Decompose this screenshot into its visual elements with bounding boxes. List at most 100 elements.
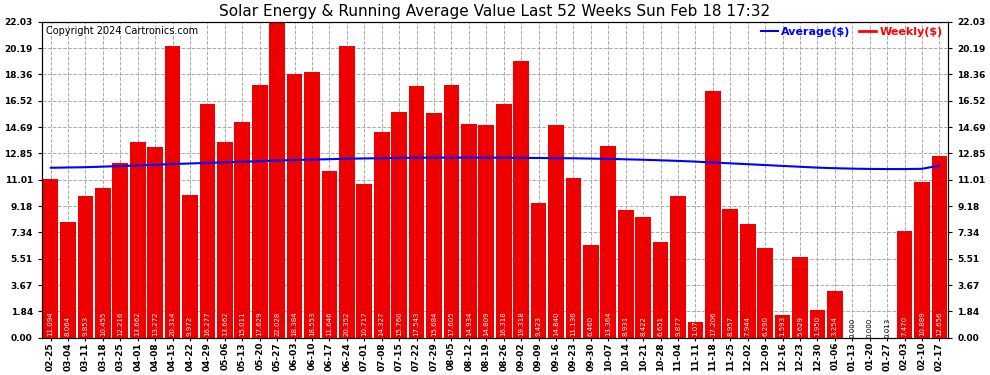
Text: 13.662: 13.662 — [135, 311, 141, 336]
Bar — [810, 310, 826, 338]
Bar — [391, 112, 407, 338]
Bar — [304, 72, 320, 338]
Text: 17.629: 17.629 — [256, 311, 262, 336]
Bar — [269, 22, 285, 338]
Text: 5.629: 5.629 — [797, 316, 803, 336]
Text: 6.460: 6.460 — [588, 315, 594, 336]
Bar — [322, 171, 338, 338]
Text: 13.272: 13.272 — [152, 311, 158, 336]
Bar — [618, 210, 634, 338]
Bar — [235, 122, 250, 338]
Text: 11.646: 11.646 — [327, 311, 333, 336]
Bar — [200, 104, 215, 338]
Text: 11.094: 11.094 — [48, 311, 53, 336]
Bar — [775, 315, 790, 338]
Bar — [60, 222, 76, 338]
Text: 1.950: 1.950 — [815, 315, 821, 336]
Bar — [164, 46, 180, 338]
Text: 14.934: 14.934 — [466, 311, 472, 336]
Bar — [652, 242, 668, 338]
Bar — [444, 85, 459, 338]
Text: 18.553: 18.553 — [309, 311, 315, 336]
Text: 17.543: 17.543 — [414, 311, 420, 336]
Text: 15.760: 15.760 — [396, 311, 402, 336]
Bar — [636, 217, 651, 338]
Bar — [723, 209, 739, 338]
Text: 8.422: 8.422 — [641, 316, 646, 336]
Text: 8.064: 8.064 — [65, 315, 71, 336]
Text: 18.384: 18.384 — [291, 311, 298, 336]
Bar — [356, 184, 372, 338]
Text: 16.277: 16.277 — [204, 311, 211, 336]
Bar — [670, 196, 686, 338]
Text: 10.455: 10.455 — [100, 311, 106, 336]
Text: 10.717: 10.717 — [361, 311, 367, 336]
Bar — [130, 142, 146, 338]
Text: 8.957: 8.957 — [728, 315, 734, 336]
Text: 8.931: 8.931 — [623, 315, 629, 336]
Bar — [757, 248, 773, 338]
Text: 10.889: 10.889 — [919, 311, 925, 336]
Text: 12.656: 12.656 — [937, 311, 942, 336]
Bar — [548, 125, 564, 338]
Text: 15.684: 15.684 — [431, 311, 437, 336]
Text: 6.651: 6.651 — [657, 315, 663, 336]
Text: 0.013: 0.013 — [884, 317, 890, 338]
Bar — [688, 322, 703, 338]
Text: 7.944: 7.944 — [744, 316, 750, 336]
Bar — [426, 113, 442, 338]
Text: 19.318: 19.318 — [518, 311, 524, 336]
Text: 7.470: 7.470 — [902, 315, 908, 336]
Text: 13.662: 13.662 — [222, 311, 228, 336]
Text: 17.605: 17.605 — [448, 311, 454, 336]
Text: 14.809: 14.809 — [483, 311, 489, 336]
Bar — [932, 156, 947, 338]
Text: Copyright 2024 Cartronics.com: Copyright 2024 Cartronics.com — [47, 27, 198, 36]
Bar — [339, 46, 354, 338]
Text: 0.000: 0.000 — [867, 317, 873, 338]
Bar — [217, 142, 233, 338]
Bar — [897, 231, 913, 338]
Text: 20.352: 20.352 — [344, 311, 349, 336]
Text: 0.000: 0.000 — [849, 317, 855, 338]
Text: 9.972: 9.972 — [187, 315, 193, 336]
Bar — [565, 178, 581, 338]
Text: 9.423: 9.423 — [536, 316, 542, 336]
Text: 13.364: 13.364 — [605, 311, 611, 336]
Text: 6.290: 6.290 — [762, 315, 768, 336]
Bar — [182, 195, 198, 338]
Text: 20.314: 20.314 — [169, 311, 175, 336]
Legend: Average($), Weekly($): Average($), Weekly($) — [761, 27, 942, 37]
Bar — [513, 61, 529, 338]
Text: 12.216: 12.216 — [117, 311, 123, 336]
Text: 17.206: 17.206 — [710, 311, 716, 336]
Bar — [148, 147, 163, 338]
Bar — [461, 123, 477, 338]
Text: 3.254: 3.254 — [832, 316, 838, 336]
Bar — [531, 202, 546, 338]
Bar — [705, 91, 721, 338]
Bar — [792, 257, 808, 338]
Bar — [583, 245, 599, 338]
Bar — [95, 188, 111, 338]
Text: 1.077: 1.077 — [692, 315, 699, 336]
Text: 15.011: 15.011 — [240, 311, 246, 336]
Bar — [374, 132, 389, 338]
Text: 14.327: 14.327 — [379, 311, 385, 336]
Bar — [251, 85, 267, 338]
Bar — [827, 291, 842, 338]
Text: 9.877: 9.877 — [675, 315, 681, 336]
Bar — [601, 146, 616, 338]
Bar — [496, 104, 512, 338]
Text: 14.840: 14.840 — [553, 311, 559, 336]
Title: Solar Energy & Running Average Value Last 52 Weeks Sun Feb 18 17:32: Solar Energy & Running Average Value Las… — [220, 4, 770, 19]
Bar — [113, 162, 128, 338]
Text: 1.593: 1.593 — [779, 315, 786, 336]
Bar — [77, 196, 93, 338]
Bar — [409, 86, 425, 338]
Text: 16.318: 16.318 — [501, 311, 507, 336]
Text: 9.853: 9.853 — [82, 315, 88, 336]
Bar — [914, 182, 930, 338]
Text: 22.028: 22.028 — [274, 311, 280, 336]
Bar — [740, 224, 755, 338]
